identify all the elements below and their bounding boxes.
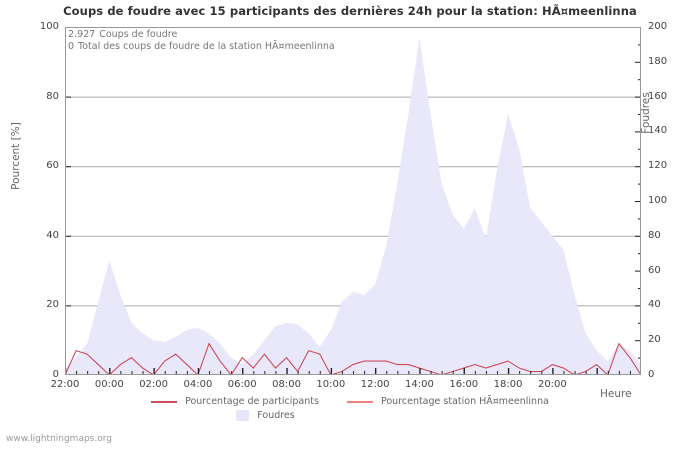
y-right-tick-160: 160: [648, 90, 668, 102]
y-left-tick-80: 80: [46, 90, 59, 102]
x-tick-22-00: 22:00: [50, 379, 80, 390]
legend-label-foudres: Foudres: [257, 410, 295, 421]
legend-area-icon-foudres: [236, 410, 250, 421]
legend: Pourcentage de participants Pourcentage …: [0, 396, 700, 421]
x-tick-08-00: 08:00: [272, 379, 301, 390]
y-left-tick-100: 100: [39, 21, 59, 32]
x-tick-00-00: 00:00: [94, 379, 124, 390]
y-right-tick-120: 120: [648, 160, 668, 172]
y-right-tick-200: 200: [648, 21, 668, 32]
x-tick-02-00: 02:00: [139, 379, 169, 390]
y-left-tick-40: 40: [46, 229, 59, 241]
x-tick-06-00: 06:00: [227, 379, 257, 390]
legend-label-participants: Pourcentage de participants: [185, 396, 319, 407]
y-left-tick-60: 60: [46, 160, 59, 172]
y-left-tick-20: 20: [46, 299, 59, 311]
plot-frame: [65, 27, 641, 375]
y-right-tick-20: 20: [648, 334, 661, 346]
legend-item-participants: Pourcentage de participants: [151, 396, 319, 407]
x-tick-16-00: 16:00: [449, 379, 479, 390]
legend-line-icon-participants: [151, 400, 178, 403]
plot-area: [65, 27, 641, 375]
x-tick-10-00: 10:00: [316, 379, 346, 390]
legend-item-foudres: Foudres: [229, 410, 295, 421]
y-right-tick-80: 80: [648, 229, 661, 241]
y-axis-left-label: Pourcent [%]: [10, 122, 22, 190]
footer-watermark: www.lightningmaps.org: [6, 434, 112, 444]
plot-canvas: [65, 27, 641, 375]
x-tick-20-00: 20:00: [537, 379, 567, 390]
legend-line-icon-station: [346, 400, 373, 403]
y-right-tick-180: 180: [648, 55, 668, 67]
x-tick-12-00: 12:00: [360, 379, 390, 390]
y-right-tick-60: 60: [648, 264, 661, 276]
legend-item-station: Pourcentage station HÃ¤meenlinna: [346, 396, 549, 407]
page-title: Coups de foudre avec 15 participants des…: [63, 4, 637, 18]
y-right-tick-100: 100: [648, 195, 668, 206]
legend-label-station: Pourcentage station HÃ¤meenlinna: [380, 396, 549, 407]
x-tick-04-00: 04:00: [183, 379, 213, 390]
y-right-tick-140: 140: [648, 125, 668, 137]
y-right-tick-40: 40: [648, 299, 661, 311]
participants-percentage-line: [65, 342, 641, 375]
y-axis-right-label: Foudres: [640, 92, 652, 134]
x-axis-label: Heure: [600, 388, 632, 400]
x-tick-18-00: 18:00: [493, 379, 523, 390]
x-tick-14-00: 14:00: [405, 379, 434, 390]
y-left-tick-0: 0: [52, 369, 59, 380]
foudres-area: [65, 37, 641, 375]
y-right-tick-0: 0: [648, 369, 655, 380]
